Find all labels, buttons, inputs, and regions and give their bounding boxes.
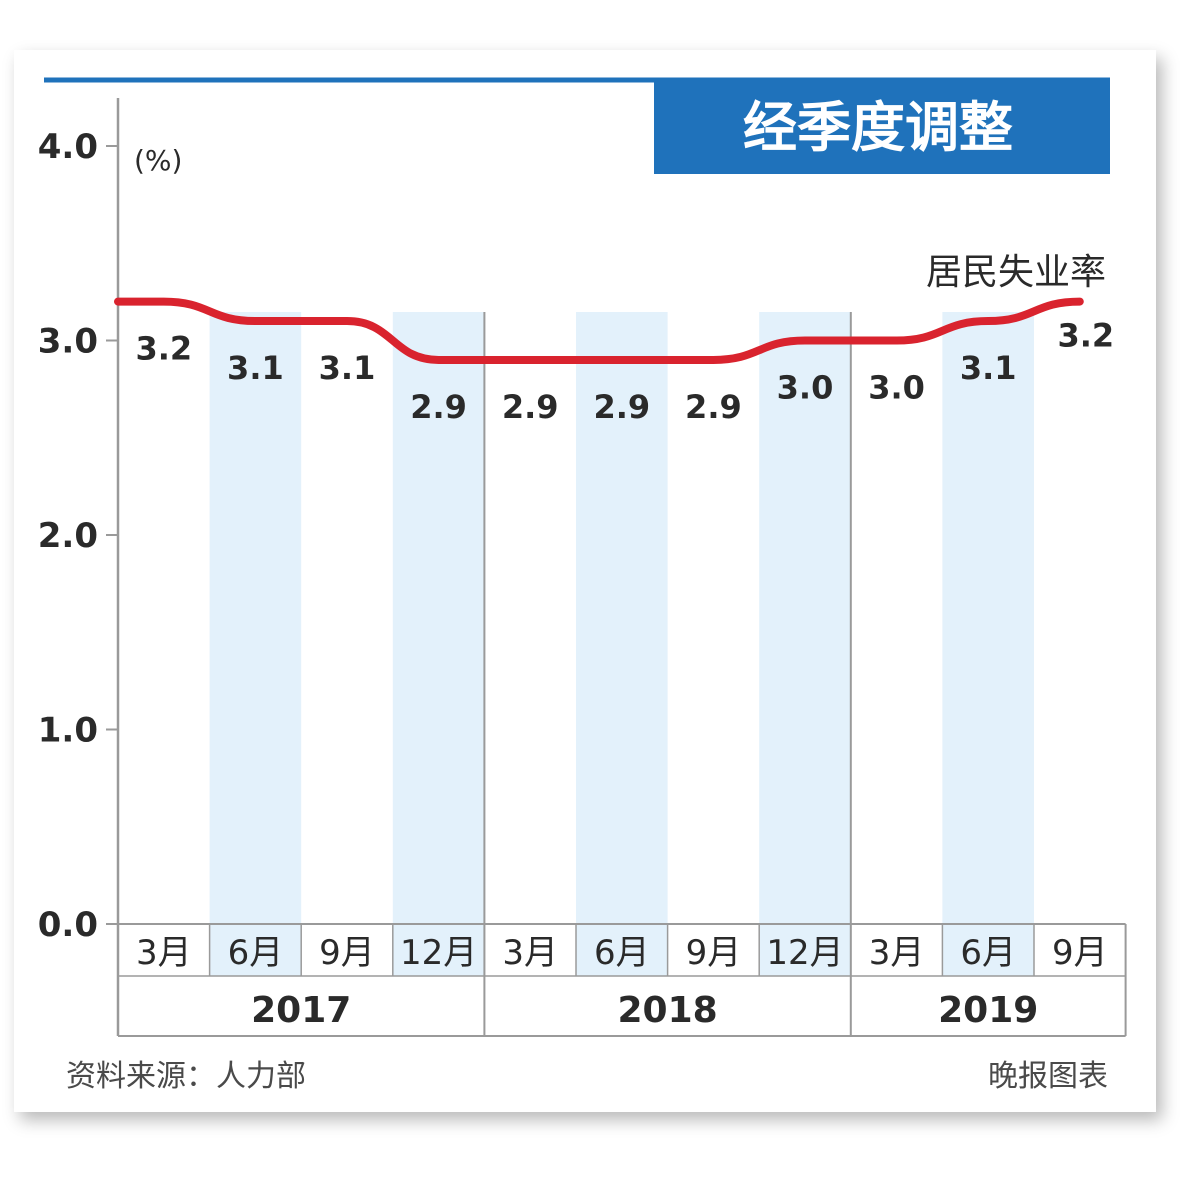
- data-label: 2.9: [502, 388, 559, 426]
- x-category-label: 9月: [1052, 933, 1108, 973]
- line-chart: 0.0 1.0 2.0 3.0 4.0 3.2 3.1 3.1 2.9 2.9 2.9 2.9 3.0…: [38, 77, 1127, 1094]
- data-point: [163, 301, 165, 303]
- data-label: 3.2: [1057, 317, 1114, 355]
- y-unit-label: (%): [134, 144, 182, 177]
- y-tick-label: 3.0: [38, 322, 98, 362]
- data-point: [438, 359, 440, 361]
- y-tick-label: 2.0: [38, 516, 98, 556]
- data-point: [712, 359, 714, 361]
- source-note: 资料来源：人力部: [66, 1059, 306, 1094]
- data-point: [1079, 301, 1081, 303]
- chart-title: 经季度调整: [743, 96, 1013, 159]
- shaded-column: [392, 312, 485, 976]
- data-label: 3.1: [227, 349, 284, 387]
- x-category-label: 12月: [400, 933, 477, 973]
- chart-card: 0.0 1.0 2.0 3.0 4.0 3.2 3.1 3.1 2.9 2.9 2.9 2.9 3.0…: [14, 50, 1156, 1112]
- data-point: [621, 359, 623, 361]
- shaded-column: [942, 312, 1034, 976]
- title-box: [654, 82, 1110, 174]
- x-category-label: 3月: [869, 933, 925, 973]
- data-label: 2.9: [593, 388, 650, 426]
- x-category-label: 9月: [319, 933, 375, 973]
- year-label: 2019: [938, 990, 1038, 1031]
- data-label: 3.1: [319, 349, 376, 387]
- credit-note: 晚报图表: [988, 1059, 1108, 1094]
- shaded-column: [209, 312, 302, 976]
- data-point: [529, 359, 531, 361]
- x-category-label: 6月: [228, 933, 284, 973]
- x-category-label: 6月: [960, 933, 1016, 973]
- year-label: 2017: [251, 990, 351, 1031]
- data-label: 2.9: [410, 388, 467, 426]
- x-category-label: 3月: [136, 933, 192, 973]
- y-tick-label: 1.0: [38, 711, 98, 751]
- data-label: 3.1: [960, 349, 1017, 387]
- y-tick-label: 4.0: [38, 127, 98, 167]
- data-label: 3.0: [868, 369, 925, 407]
- series-name-label: 居民失业率: [926, 252, 1106, 293]
- data-point: [987, 320, 989, 322]
- x-category-label: 9月: [686, 933, 742, 973]
- x-category-label: 12月: [766, 933, 843, 973]
- y-tick-label: 0.0: [38, 905, 98, 945]
- shaded-column: [576, 312, 668, 976]
- data-label: 2.9: [685, 388, 742, 426]
- data-point: [346, 320, 348, 322]
- x-category-label: 6月: [594, 933, 650, 973]
- data-point: [804, 340, 806, 341]
- data-label: 3.0: [777, 369, 834, 407]
- data-point: [254, 320, 256, 322]
- x-category-label: 3月: [502, 933, 558, 973]
- data-point: [896, 340, 898, 341]
- shaded-column: [759, 312, 851, 976]
- data-label: 3.2: [135, 330, 192, 368]
- year-label: 2018: [617, 990, 717, 1031]
